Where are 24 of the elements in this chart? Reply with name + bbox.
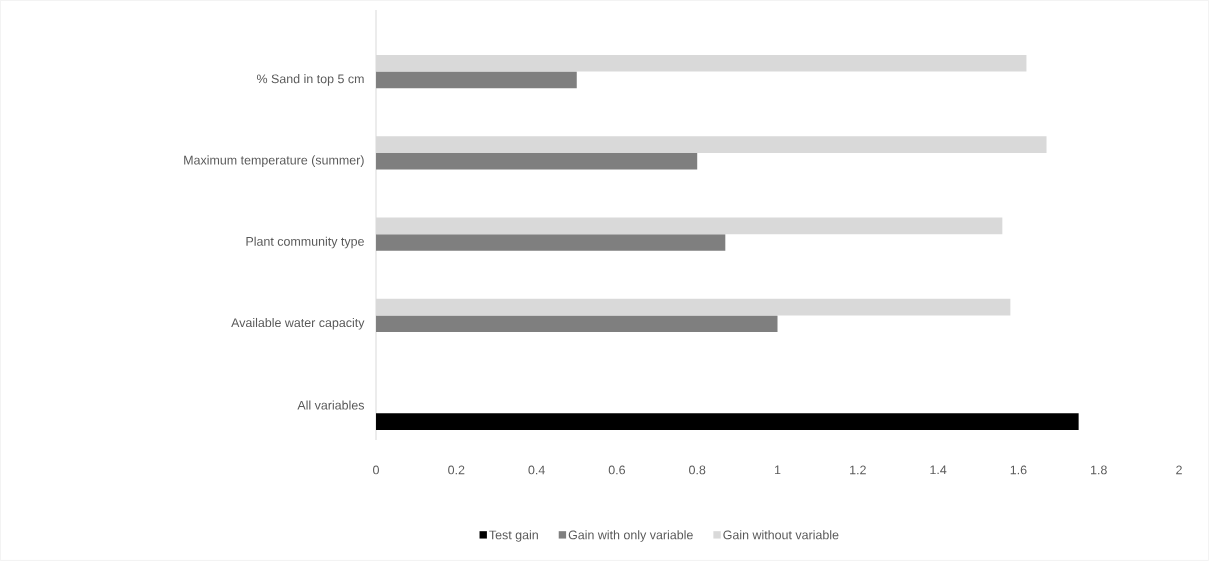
legend-label: Gain without variable [723, 530, 839, 540]
x-tick-label: 1 [775, 465, 781, 475]
y-tick-label: Plant community type [246, 236, 364, 249]
y-tick-label: All variables [297, 400, 365, 410]
x-tick-label: 0.4 [528, 465, 545, 475]
x-tick-label: 0.8 [689, 465, 706, 475]
x-tick-label: 0.6 [608, 465, 626, 475]
y-tick-label: % Sand in top 5 cm [256, 74, 364, 86]
x-tick-label: 2 [1176, 465, 1182, 475]
x-tick-label: 1.4 [930, 465, 947, 475]
legend-label: Gain with only variable [568, 530, 693, 542]
bar [376, 71, 577, 89]
legend-label: Test gain [489, 530, 538, 542]
bar [376, 152, 698, 170]
x-tick-label: 1.8 [1091, 465, 1107, 475]
x-tick-label: 0.2 [448, 465, 465, 475]
y-tick-label: Available water capacity [231, 317, 365, 330]
bar [376, 234, 726, 251]
x-tick-label: 1.6 [1010, 465, 1027, 475]
bar [376, 413, 1079, 430]
y-tick-label: Maximum temperature (summer) [184, 155, 364, 167]
x-tick-label: 0 [373, 465, 379, 475]
bar [376, 315, 778, 333]
x-tick-label: 1.2 [850, 465, 866, 475]
